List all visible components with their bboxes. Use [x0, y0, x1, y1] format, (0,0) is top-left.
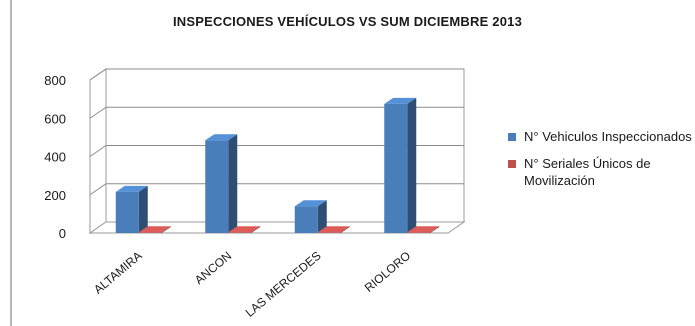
bar-s1-1 [115, 185, 148, 233]
bar-top [384, 97, 417, 104]
x-axis-ticks: ALTAMIRA ANCON LAS MERCEDES RIOLORO [91, 249, 413, 320]
bar-top [407, 226, 440, 233]
bar-top [228, 226, 261, 233]
bar-front [317, 232, 341, 233]
x-tick-label: ANCON [192, 249, 234, 288]
y-tick-label: 0 [59, 226, 66, 241]
bar-front [294, 206, 318, 233]
bar-side [228, 134, 238, 233]
bar-s2-4 [407, 226, 440, 233]
bar-front [407, 232, 431, 233]
bar-front [228, 232, 252, 233]
chart-bars [115, 97, 440, 233]
bar-side [251, 226, 261, 233]
legend-swatch-series-1 [508, 133, 516, 141]
bar-front [115, 191, 139, 233]
gridline [89, 183, 464, 196]
bar-side [317, 200, 327, 233]
y-tick-label: 800 [44, 73, 66, 88]
chart-title: INSPECCIONES VEHÍCULOS VS SUM DICIEMBRE … [172, 14, 523, 29]
legend-label-series-2: N° Seriales Únicos de Movilización [524, 156, 651, 188]
bar-s2-3 [317, 226, 350, 233]
bar-front [205, 140, 229, 233]
y-tick-label: 400 [44, 150, 66, 165]
bar-side [161, 226, 171, 233]
y-axis-ticks: 0 200 400 600 800 [44, 73, 66, 241]
legend-label-series-1: N° Vehiculos Inspeccionados [524, 129, 692, 144]
bar-s1-4 [384, 97, 417, 233]
x-tick-label: ALTAMIRA [91, 249, 145, 297]
bar-side [430, 226, 440, 233]
chart-gridlines [89, 68, 464, 196]
gridline [89, 145, 464, 157]
bar-s1-2 [205, 134, 238, 233]
bar-top [115, 185, 148, 192]
bar-top [317, 226, 350, 233]
bar-front [138, 232, 162, 233]
bar-top [294, 200, 327, 207]
bar-s2-2 [228, 226, 261, 233]
bar-s2-1 [138, 226, 171, 233]
chart-legend: N° Vehiculos Inspeccionados N° Seriales … [508, 128, 693, 199]
legend-swatch-series-2 [508, 160, 516, 168]
x-tick-label: LAS MERCEDES [243, 249, 324, 320]
y-tick-label: 600 [44, 111, 66, 126]
legend-item-series-1: N° Vehiculos Inspeccionados [508, 128, 693, 145]
gridline [89, 106, 464, 119]
frame-border [10, 0, 12, 326]
x-tick-label: RIOLORO [362, 249, 413, 295]
bar-s1-3 [294, 200, 327, 233]
bar-front [384, 103, 408, 233]
bar-side [340, 226, 350, 233]
bar-top [205, 134, 238, 141]
bar-top [138, 226, 171, 233]
y-tick-label: 200 [44, 188, 66, 203]
bar-side [138, 185, 148, 233]
gridline [89, 68, 464, 81]
bar-side [407, 97, 417, 233]
legend-item-series-2: N° Seriales Únicos de Movilización [508, 155, 693, 189]
